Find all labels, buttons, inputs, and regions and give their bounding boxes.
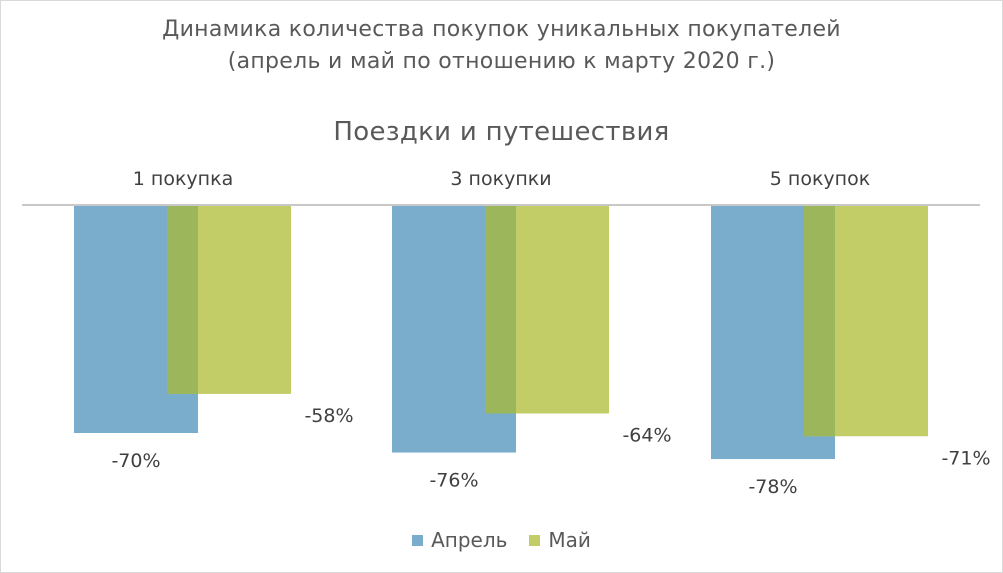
data-label-april: -70% [111, 450, 160, 472]
legend-swatch-may [529, 534, 541, 546]
bar-overlap [167, 205, 198, 394]
data-label-april: -78% [748, 476, 797, 498]
data-label-may: -58% [304, 405, 353, 427]
data-label-may: -64% [622, 424, 671, 446]
bar-overlap [485, 205, 516, 414]
legend-swatch-april [412, 534, 424, 546]
category-label: 5 покупок [770, 168, 870, 190]
chart-subtitle: Поездки и путешествия [333, 117, 670, 147]
data-label-may: -71% [941, 447, 990, 469]
legend: Апрель Май [0, 528, 1003, 552]
category-label: 3 покупки [450, 168, 551, 190]
legend-item-april: Апрель [412, 528, 507, 552]
legend-label-may: Май [548, 528, 591, 552]
legend-item-may: Май [529, 528, 591, 552]
legend-label-april: Апрель [431, 528, 508, 552]
data-label-april: -76% [429, 470, 478, 492]
chart-title-line-1: Динамика количества покупок уникальных п… [162, 17, 841, 42]
category-label: 1 покупка [133, 168, 233, 190]
chart-title-line-2: (апрель и май по отношению к марту 2020 … [227, 49, 776, 74]
bar-overlap [804, 205, 835, 437]
